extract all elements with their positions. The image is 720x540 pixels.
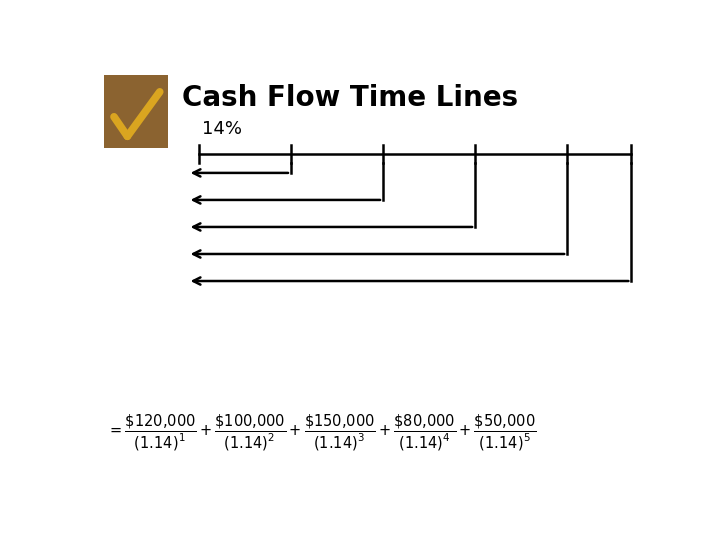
- Text: 14%: 14%: [202, 119, 242, 138]
- Text: Cash Flow Time Lines: Cash Flow Time Lines: [182, 84, 518, 112]
- Bar: [104, 75, 168, 148]
- Text: $= \dfrac{\$120{,}000}{(1.14)^{1}} + \dfrac{\$100{,}000}{(1.14)^{2}} + \dfrac{\$: $= \dfrac{\$120{,}000}{(1.14)^{1}} + \df…: [107, 413, 536, 453]
